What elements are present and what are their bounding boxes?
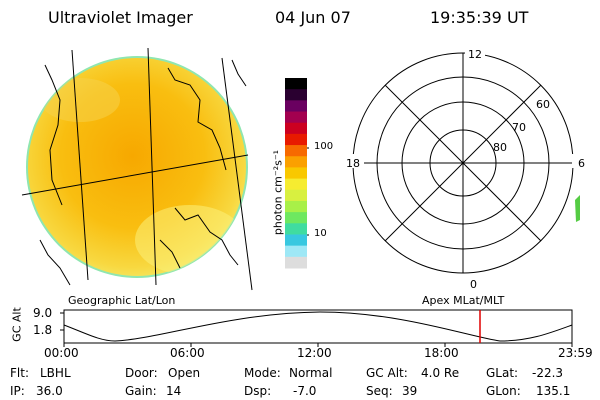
observation-date: 04 Jun 07: [275, 8, 351, 27]
colorbar-unit-label: photon cm⁻²s⁻¹: [271, 149, 285, 236]
mode-value: Normal: [289, 366, 333, 380]
mlat-label-60: 60: [536, 98, 550, 111]
colorbar-swatch: [285, 189, 307, 202]
gcalt-value: 4.0 Re: [421, 366, 460, 380]
polar-plot: [340, 50, 588, 290]
door-label: Door:: [125, 366, 158, 380]
glon-value: 135.1: [536, 384, 571, 398]
colorbar-swatch: [285, 133, 307, 146]
seq-label: Seq:: [366, 384, 393, 398]
x-tick-0000: 00:00: [44, 346, 79, 360]
colorbar-swatch: [285, 167, 307, 180]
gcalt-label: GC Alt:: [366, 366, 408, 380]
x-tick-1800: 18:00: [424, 346, 459, 360]
altitude-ymax: 9.0: [33, 306, 53, 320]
edge-emission: [575, 195, 580, 222]
colorbar-swatch: [285, 256, 307, 269]
colorbar-swatch: [285, 145, 307, 157]
mlt-label-0: 0: [470, 278, 477, 291]
geographic-caption: Geographic Lat/Lon: [68, 294, 176, 307]
seq-value: 39: [402, 384, 418, 398]
colorbar-tick-100: 100: [314, 141, 334, 152]
apex-caption: Apex MLat/MLT: [422, 294, 505, 307]
gain-label: Gain:: [125, 384, 157, 398]
colorbar-swatch: [285, 156, 307, 168]
colorbar-swatch: [285, 212, 307, 224]
gain-value: 14: [166, 384, 182, 398]
colorbar-swatch: [285, 223, 307, 235]
mlt-label-12: 12: [468, 48, 482, 61]
colorbar-swatch: [285, 78, 307, 90]
dsp-label: Dsp:: [244, 384, 272, 398]
x-tick-0600: 06:00: [170, 346, 205, 360]
x-tick-1200: 12:00: [297, 346, 332, 360]
ip-label: IP:: [10, 384, 25, 398]
coastline-lines: [39, 59, 247, 286]
colorbar-swatch: [285, 100, 307, 113]
altitude-axis-label: GC Alt: [10, 307, 24, 342]
observation-time: 19:35:39 UT: [430, 8, 529, 27]
glon-label: GLon:: [486, 384, 521, 398]
colorbar-swatch: [285, 89, 307, 101]
geographic-image: [21, 47, 253, 291]
colorbar-tick-10: 10: [314, 228, 327, 239]
mlat-label-80: 80: [493, 141, 507, 154]
door-value: Open: [168, 366, 201, 380]
altitude-ticks: [60, 312, 573, 347]
grid-lines: [21, 47, 253, 291]
glat-label: GLat:: [486, 366, 519, 380]
altitude-ymin: 1.8: [33, 323, 53, 337]
colorbar-swatch: [285, 234, 307, 247]
glat-value: -22.3: [532, 366, 564, 380]
ip-value: 36.0: [36, 384, 63, 398]
dsp-value: -7.0: [293, 384, 317, 398]
flt-value: LBHL: [40, 366, 71, 380]
colorbar-swatch: [285, 245, 307, 258]
x-tick-2359: 23:59: [558, 346, 593, 360]
colorbar-swatch: [285, 111, 307, 124]
altitude-plot: [60, 309, 573, 347]
window-title: Ultraviolet Imager: [48, 8, 193, 27]
colorbar: [285, 78, 309, 280]
altitude-curve: [63, 311, 573, 342]
mode-label: Mode:: [244, 366, 281, 380]
colorbar-swatch: [285, 122, 307, 135]
colorbar-swatch: [285, 178, 307, 191]
mlt-label-6: 6: [578, 157, 585, 170]
flt-label: Flt:: [10, 366, 29, 380]
colorbar-swatches: [285, 78, 307, 269]
mlat-label-70: 70: [512, 121, 526, 134]
mlt-label-18: 18: [346, 157, 360, 170]
colorbar-swatch: [285, 200, 307, 213]
